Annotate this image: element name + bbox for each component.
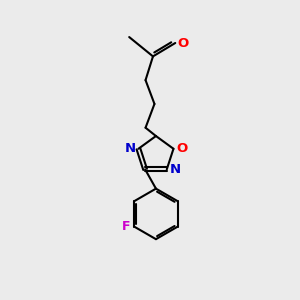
Text: F: F bbox=[122, 220, 130, 233]
Text: N: N bbox=[170, 163, 181, 176]
Text: O: O bbox=[178, 37, 189, 50]
Text: N: N bbox=[124, 142, 135, 155]
Text: O: O bbox=[176, 142, 188, 155]
